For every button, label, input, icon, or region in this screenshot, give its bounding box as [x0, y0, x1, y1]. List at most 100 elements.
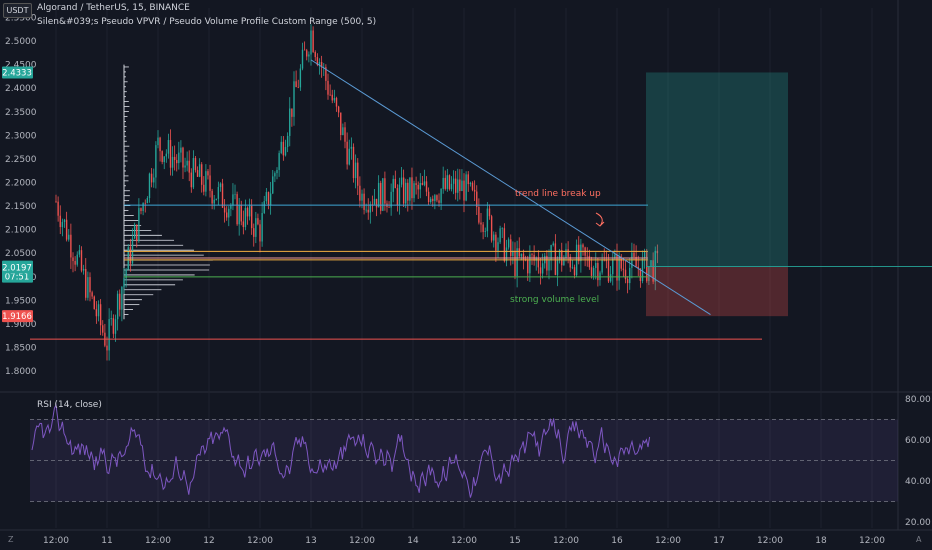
- candle-body: [217, 187, 220, 199]
- candle-body: [423, 181, 426, 185]
- candle-body: [150, 173, 153, 183]
- candle-body: [342, 127, 344, 136]
- candle-body: [380, 182, 382, 211]
- candle-body: [301, 49, 304, 69]
- candle-body: [402, 177, 405, 204]
- price-tick-label: 2.4000: [5, 84, 37, 94]
- long-position-box: [646, 72, 932, 317]
- candle-body: [57, 201, 59, 216]
- candle-body: [244, 207, 247, 228]
- candle-body: [312, 30, 314, 53]
- candle-body: [531, 254, 533, 256]
- candle-body: [74, 261, 76, 265]
- candle-body: [601, 259, 603, 273]
- candle-body: [171, 156, 174, 168]
- candle-body: [427, 191, 430, 203]
- candle-body: [248, 205, 251, 217]
- candle-body: [522, 253, 525, 260]
- horizontal-levels: [30, 204, 762, 340]
- candle-body: [565, 249, 567, 259]
- candle-body: [626, 279, 629, 284]
- auto-scale-icon[interactable]: Z: [8, 535, 14, 544]
- candle-body: [282, 141, 285, 156]
- candle-body: [588, 255, 591, 268]
- candle-body: [550, 245, 552, 261]
- candle-body: [153, 177, 155, 183]
- candle-body: [173, 156, 176, 160]
- candle-body: [223, 207, 226, 213]
- candle-body: [486, 208, 489, 232]
- candle-body: [411, 177, 413, 199]
- candle-body: [409, 177, 411, 201]
- candle-body: [89, 277, 91, 293]
- candle-body: [436, 195, 438, 201]
- candle-body: [510, 239, 512, 257]
- volume-profile: [123, 64, 213, 320]
- stop-zone: [646, 266, 788, 317]
- candle-body: [289, 108, 291, 136]
- candle-body: [297, 87, 299, 88]
- candle-body: [580, 244, 582, 262]
- candle-body: [400, 177, 403, 185]
- price-tag-bg: [2, 261, 33, 274]
- candle-body: [121, 287, 123, 310]
- rsi-tick-label: 80.00: [905, 395, 931, 405]
- candle-body: [421, 182, 424, 185]
- candle-body: [405, 182, 407, 204]
- candle-body: [320, 61, 323, 68]
- candle-body: [144, 202, 146, 204]
- price-tick-label: 2.5000: [5, 37, 37, 47]
- candle-body: [622, 268, 625, 270]
- price-tick-label: 2.2500: [5, 155, 37, 165]
- price-tick-label: 2.1500: [5, 202, 37, 212]
- candle-body: [537, 258, 540, 268]
- candle-body: [425, 181, 428, 192]
- candle-body: [419, 182, 421, 190]
- candle-body: [99, 304, 102, 326]
- currency-button[interactable]: USDT: [3, 3, 32, 18]
- candle-body: [473, 189, 476, 192]
- candle-body: [499, 228, 501, 243]
- candle-body: [635, 256, 637, 267]
- candle-body: [159, 137, 161, 152]
- candle-body: [469, 182, 472, 185]
- candle-body: [286, 135, 289, 148]
- candle-body: [607, 261, 610, 282]
- candle-body: [265, 192, 268, 202]
- candle-body: [91, 292, 93, 297]
- candle-body: [207, 171, 209, 176]
- candle-body: [236, 194, 238, 225]
- candle-body: [415, 183, 417, 185]
- price-tag-label: 1.9166: [2, 312, 32, 322]
- candle-body: [643, 251, 646, 258]
- candle-body: [280, 141, 282, 154]
- price-tick-label: 2.0500: [5, 249, 37, 259]
- price-tick-label: 2.4500: [5, 61, 37, 71]
- price-tick-label: 1.9500: [5, 296, 37, 306]
- candle-body: [225, 212, 228, 218]
- candle-body: [299, 68, 302, 88]
- candle-body: [365, 209, 367, 211]
- candle-body: [369, 204, 372, 213]
- candle-body: [382, 178, 384, 211]
- candle-body: [359, 185, 361, 201]
- candle-body: [518, 248, 520, 257]
- candle-body: [340, 112, 342, 136]
- candle-body: [484, 231, 486, 232]
- candle-body: [293, 81, 295, 117]
- annotation-volume-level: strong volume level: [510, 295, 599, 305]
- candle-body: [76, 254, 78, 265]
- candle-body: [514, 250, 516, 276]
- candle-body: [344, 127, 346, 142]
- candle-body: [259, 224, 261, 242]
- candle-body: [310, 30, 312, 55]
- candle-body: [465, 174, 467, 201]
- candle-body: [337, 106, 340, 113]
- candle-body: [609, 274, 612, 282]
- candle-body: [527, 259, 529, 274]
- log-scale-icon[interactable]: A: [916, 535, 922, 544]
- candle-body: [80, 250, 83, 271]
- candle-body: [314, 52, 316, 58]
- candle-body: [493, 234, 495, 241]
